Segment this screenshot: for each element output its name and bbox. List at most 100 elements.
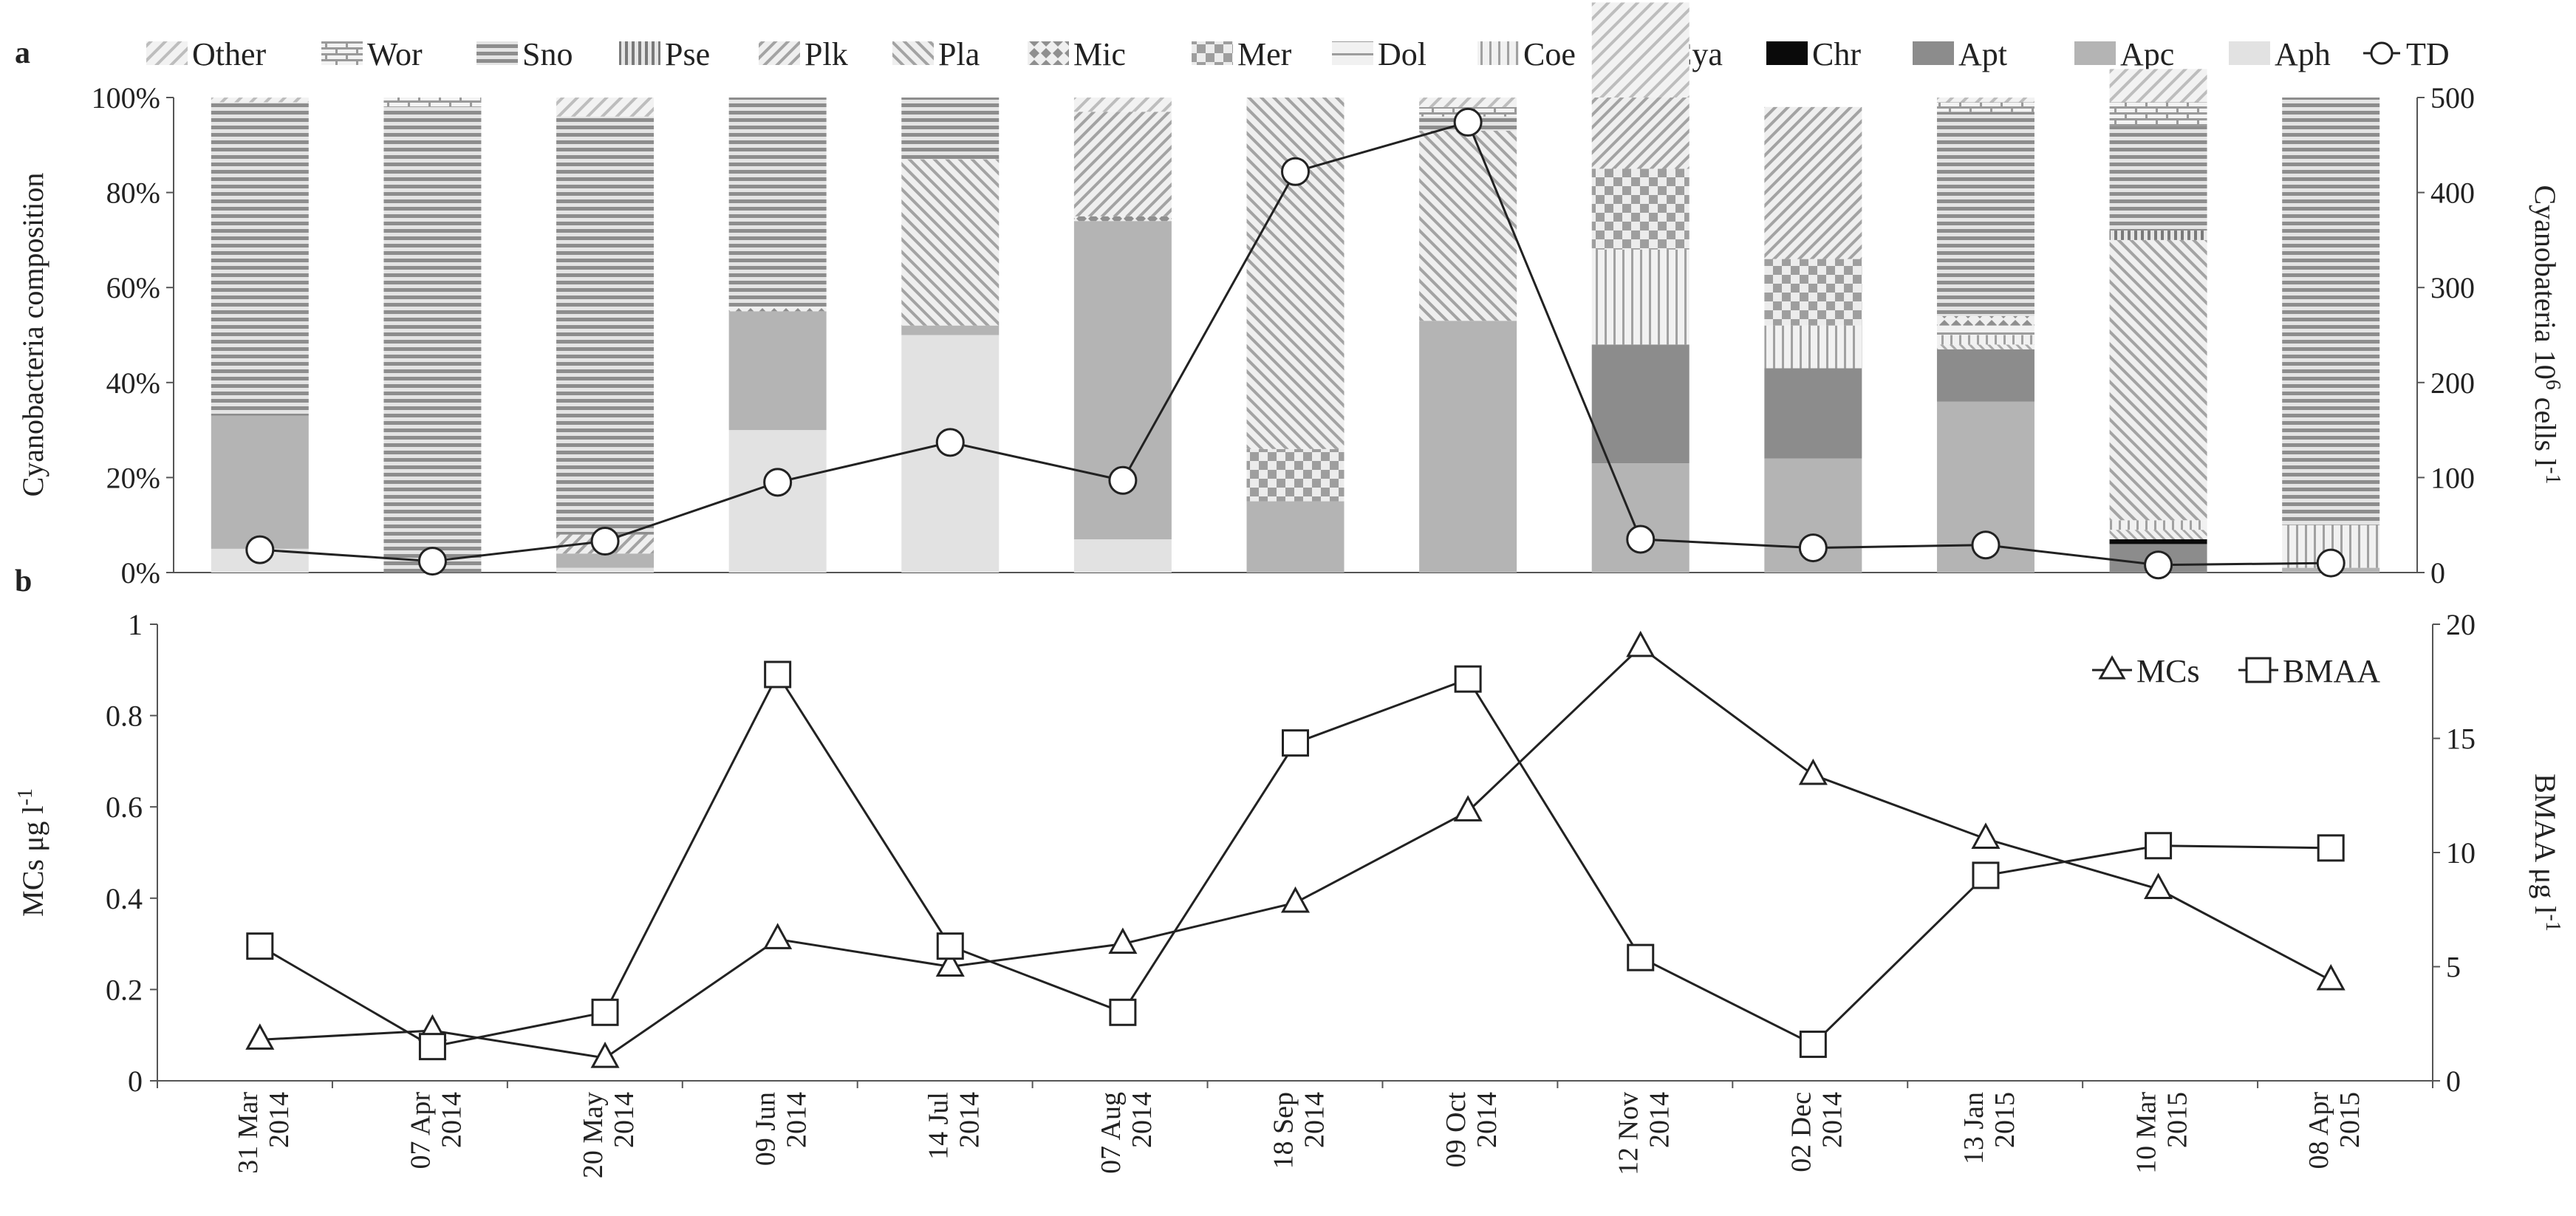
bmaa-point <box>246 932 274 960</box>
bar-segment-apc <box>211 415 309 549</box>
td-point <box>1453 107 1483 137</box>
bar-segment-other <box>1936 98 2035 103</box>
bar-segment-coe <box>1936 335 2035 345</box>
bmaa-point <box>2145 832 2173 860</box>
td-point <box>1281 157 1310 186</box>
bmaa-point <box>1282 729 1309 757</box>
bar-segment-sno <box>383 106 482 573</box>
legend-swatch-pla <box>892 41 934 65</box>
td-point <box>1971 530 2001 560</box>
legend-swatch-mer <box>1192 41 1233 65</box>
y2-tick-label-b: 5 <box>2446 951 2461 984</box>
td-point <box>1108 465 1138 495</box>
bar-segment-pla <box>901 159 1000 326</box>
bar-segment-apc <box>556 553 655 568</box>
y2-tick-label-b: 15 <box>2446 723 2476 756</box>
x-tick-label-year: 2014 <box>609 1092 640 1148</box>
y-axis-title-b: MCs μg l-1 <box>14 788 50 917</box>
y2-tick-label-a: 200 <box>2430 366 2475 400</box>
y2-tick-label-a: 400 <box>2430 177 2475 210</box>
bar-segment-sno <box>2282 98 2380 525</box>
y-tick-label-b: 0.8 <box>106 700 143 733</box>
legend-label-coe: Coe <box>1523 36 1576 72</box>
bar-segment-sno <box>211 102 309 416</box>
legend-bmaa-marker <box>2245 657 2272 683</box>
legend-label-chr: Chr <box>1812 36 1861 72</box>
bar-segment-plk <box>1764 106 1862 259</box>
legend-swatch-sno <box>476 41 518 65</box>
ticks-a: 0% 20% 40% 60% 80% 100% 0 100 200 300 400 500 <box>92 81 2475 590</box>
mcs-point <box>935 950 965 977</box>
x-tick-label-date: 13 Jan <box>1958 1092 1989 1164</box>
legend-swatch-chr <box>1766 41 1808 65</box>
x-tick-label-date: 10 Mar <box>2131 1092 2162 1174</box>
y-tick-label-a: 0% <box>121 556 160 590</box>
bar-segment-sno <box>1936 112 2035 316</box>
bmaa-point <box>1109 998 1137 1026</box>
bar-segment-cya <box>2109 530 2207 539</box>
bmaa-point <box>418 1033 446 1061</box>
bar-segment-apt <box>1591 344 1690 464</box>
bar-segment-apc <box>1591 463 1690 573</box>
y2-tick-label-b: 20 <box>2446 608 2476 641</box>
bar-segment-apc <box>1419 321 1517 573</box>
y2-tick-label-a: 500 <box>2430 81 2475 115</box>
mcs-point <box>245 1023 275 1050</box>
bar-segment-apc <box>728 311 827 431</box>
x-axis-dates: 31 Mar 2014 07 Apr 2014 20 May 2014 09 Jun 2014… <box>233 1092 2365 1179</box>
x-tick-label-year: 2015 <box>1989 1092 2020 1148</box>
td-point <box>1798 533 1828 563</box>
x-tick-label-date: 09 Oct <box>1441 1092 1472 1168</box>
x-tick-label-year: 2014 <box>954 1092 985 1148</box>
y-tick-label-b: 0.6 <box>106 790 143 824</box>
x-tick-label-date: 02 Dec <box>1786 1092 1817 1172</box>
bar-segment-coe <box>1591 249 1690 345</box>
mcs-point <box>1798 758 1828 785</box>
bar-segment-plk <box>1073 112 1172 216</box>
bar-segment-wor <box>2109 102 2207 126</box>
bar-segment-pla <box>1419 131 1517 321</box>
legend-swatch-pse <box>619 41 660 65</box>
x-tick-label-year: 2015 <box>2334 1092 2365 1148</box>
x-tick-label-date: 09 Jun <box>751 1092 782 1166</box>
y-tick-label-a: 20% <box>106 461 160 494</box>
bar-segment-pla <box>1246 98 1345 449</box>
bar-segment-other <box>1073 98 1172 112</box>
bar-segment-pse <box>2109 230 2207 240</box>
x-tick-label-year: 2015 <box>2162 1092 2193 1148</box>
x-tick-label-year: 2014 <box>1644 1092 1675 1148</box>
y-tick-label-a: 100% <box>92 81 160 115</box>
legend-swatch-coe <box>1477 41 1519 65</box>
mcs-point <box>763 923 793 949</box>
x-tick-label-date: 07 Apr <box>405 1092 436 1169</box>
bar-segment-mer <box>1764 259 1862 326</box>
bar-segment-other <box>2109 69 2207 103</box>
bar-segment-sno <box>728 98 827 307</box>
bar-segment-mic <box>1936 315 2035 326</box>
legend-swatch-aph <box>2229 41 2270 65</box>
bars-a <box>211 2 2380 573</box>
mcs-point <box>2316 963 2346 991</box>
legend-label-other: Other <box>192 36 267 72</box>
bmaa-point <box>591 998 619 1026</box>
bar-segment-mic <box>728 306 827 312</box>
bar-segment-mer <box>1591 168 1690 250</box>
legend-swatch-other <box>146 41 188 65</box>
y2-axis-title-b: BMAA μg l-1 <box>2529 773 2565 932</box>
legend-label-pla: Pla <box>938 36 980 72</box>
bar-segment-apt <box>1936 349 2035 402</box>
x-tick-label-year: 2014 <box>436 1092 467 1148</box>
mcs-point <box>1626 630 1656 657</box>
legend-a: Other Wor Sno Pse Plk Pla Mic Mer Dol Coe Cya Chr Ap… <box>146 36 2450 72</box>
x-tick-label-date: 20 May <box>578 1092 609 1178</box>
legend-label-wor: Wor <box>367 36 423 72</box>
y-axis-title-a: Cyanobacteria composition <box>16 173 49 497</box>
y-tick-label-b: 0.2 <box>106 973 143 1006</box>
x-tick-label-date: 08 Apr <box>2303 1092 2334 1169</box>
bar-segment-aph <box>728 430 827 573</box>
bar-segment-plk <box>1591 98 1690 169</box>
bmaa-point <box>764 660 792 689</box>
bar-segment-other <box>556 98 655 117</box>
